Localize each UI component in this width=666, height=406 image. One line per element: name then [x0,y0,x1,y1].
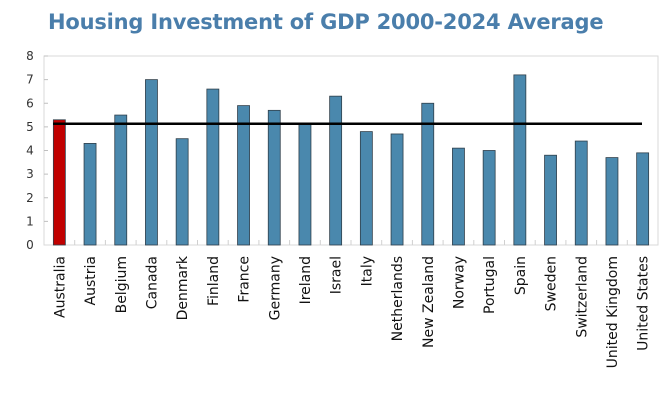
bar-finland [206,88,220,246]
bar-belgium [114,114,128,246]
x-tick-label: Portugal [482,256,498,314]
bar-sweden [544,154,557,246]
x-tick-label: Norway [451,256,467,309]
x-tick-label: Israel [329,256,345,294]
x-tick-label: New Zealand [421,256,437,348]
bar-united-kingdom [605,157,619,246]
x-tick-label: Belgium [114,256,130,313]
bar-germany [267,109,281,246]
bar-switzerland [574,140,588,246]
bar-united-states [636,152,650,246]
bar-spain [513,74,527,246]
bar-israel [329,95,343,246]
bar-norway [452,147,465,246]
x-tick-label: Netherlands [390,256,406,341]
bar-canada [145,79,158,246]
y-tick-label: 4 [26,144,34,158]
bar-ireland [298,124,312,246]
x-tick-label: Germany [267,256,283,320]
plot-area [43,55,659,246]
bar-austria [83,143,97,246]
x-tick-label: Finland [206,256,222,306]
y-tick-label: 0 [26,238,34,252]
bar-italy [359,131,373,246]
x-tick-label: United States [636,256,652,351]
y-tick-label: 3 [26,167,34,181]
x-tick-label: Italy [359,256,375,286]
bar-netherlands [390,133,404,246]
x-tick-label: Austria [83,256,99,305]
x-tick-label: Sweden [544,256,560,311]
y-tick-label: 7 [26,73,34,87]
bar-portugal [482,150,496,246]
bar-new-zealand [421,102,435,246]
y-tick-label: 2 [26,191,34,205]
y-tick-label: 1 [26,214,34,228]
x-tick-label: Ireland [298,256,314,304]
bar-australia [52,119,66,246]
bar-denmark [175,138,189,246]
x-tick-label: Australia [52,256,68,318]
y-tick-label: 5 [26,120,34,134]
chart-title: Housing Investment of GDP 2000-2024 Aver… [48,10,604,34]
x-tick-label: Switzerland [574,256,590,338]
x-tick-label: France [237,256,253,303]
y-tick-label: 8 [26,49,34,63]
y-tick-label: 6 [26,96,34,110]
x-tick-label: Canada [144,256,160,309]
bar-france [237,105,250,246]
x-tick-label: United Kingdom [605,256,621,368]
x-tick-label: Spain [513,256,529,295]
x-tick-label: Denmark [175,255,191,320]
